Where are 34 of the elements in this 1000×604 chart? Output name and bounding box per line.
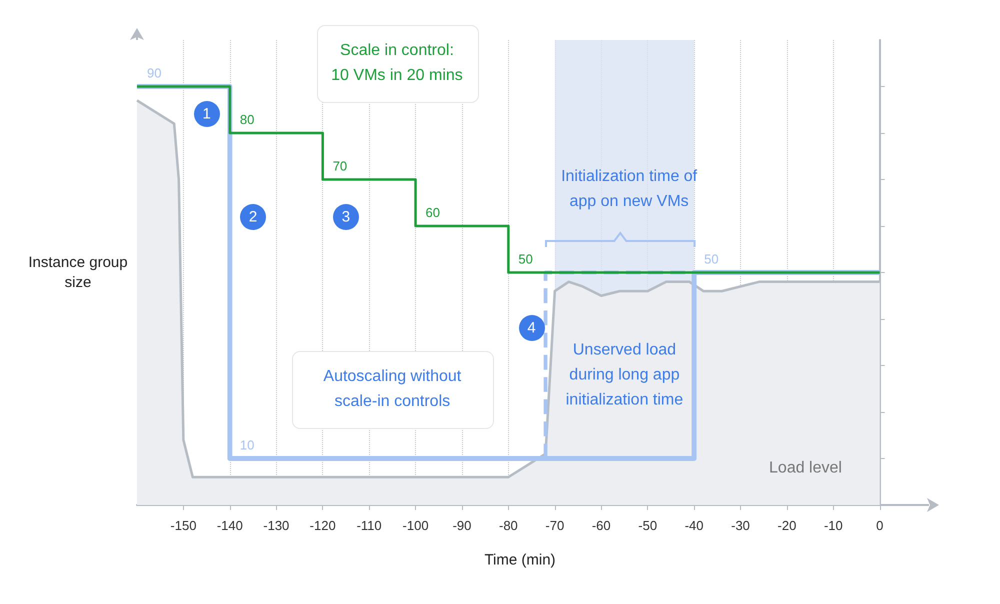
data-label: 50	[518, 252, 533, 266]
annotation: Initialization time of app on new VMs	[560, 166, 698, 212]
data-label: 50	[704, 252, 719, 266]
annotation: Load level	[768, 458, 843, 478]
data-label: 10	[240, 438, 254, 452]
data-label: 90	[147, 66, 162, 80]
annotation: 3	[342, 208, 350, 226]
x-tick-label: -110	[356, 518, 382, 533]
x-tick-label: -150	[170, 518, 196, 533]
annotation: Autoscaling without scale-in controls	[322, 366, 462, 412]
x-tick-label: -80	[498, 518, 518, 533]
x-tick-label: 0	[876, 518, 884, 533]
x-tick-label: -140	[216, 518, 243, 533]
annotation: 4	[527, 320, 536, 337]
x-tick-label: -70	[545, 518, 564, 533]
x-tick-label: -100	[402, 518, 429, 533]
x-axis-title: Time (min)	[484, 552, 556, 568]
annotation: Scale in control: 10 VMs in 20 mins	[330, 41, 463, 86]
x-tick-label: -30	[731, 518, 750, 533]
x-tick-label: -20	[778, 518, 796, 533]
x-tick-label: -90	[452, 518, 472, 533]
x-tick-label: -40	[684, 518, 704, 533]
x-tick-label: -130	[263, 518, 290, 533]
annotation: 2	[248, 208, 258, 226]
y-axis-title: Instance group size	[28, 252, 128, 292]
data-label: 80	[240, 112, 254, 127]
x-tick-label: -120	[310, 518, 336, 533]
band-label: Unserved load during long app initialization time	[564, 340, 684, 410]
data-label: 60	[426, 205, 440, 220]
data-label: 70	[332, 158, 348, 174]
x-tick-label: -60	[592, 518, 611, 533]
x-tick-label: -10	[824, 518, 843, 533]
annotation: 1	[202, 106, 211, 123]
x-tick-label: -50	[638, 518, 658, 533]
